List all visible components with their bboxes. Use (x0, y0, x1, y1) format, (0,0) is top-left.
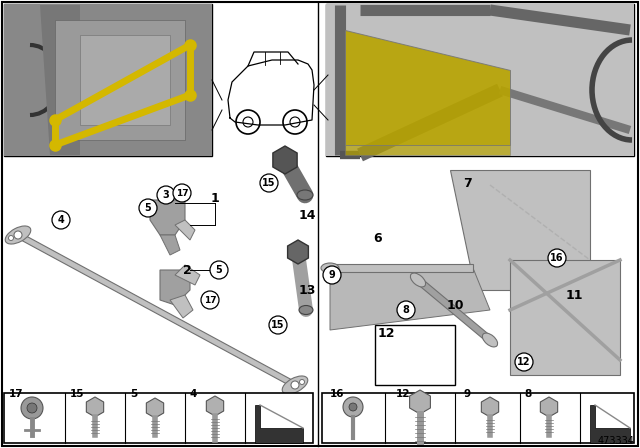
Circle shape (397, 301, 415, 319)
Text: 11: 11 (565, 289, 583, 302)
Text: 13: 13 (298, 284, 316, 297)
Ellipse shape (321, 263, 339, 273)
Polygon shape (345, 145, 510, 155)
Bar (322, 393, 634, 443)
Text: 17: 17 (9, 389, 24, 399)
FancyArrow shape (328, 264, 473, 272)
Text: 12: 12 (377, 327, 395, 340)
Ellipse shape (483, 333, 498, 347)
Polygon shape (160, 235, 180, 255)
Text: 10: 10 (446, 298, 464, 311)
Text: 7: 7 (463, 177, 472, 190)
Circle shape (269, 316, 287, 334)
Text: 2: 2 (182, 263, 191, 276)
Bar (326, 4, 634, 156)
Circle shape (52, 211, 70, 229)
Bar (4, 393, 313, 443)
Ellipse shape (410, 273, 426, 287)
Text: 473334: 473334 (597, 436, 634, 446)
Circle shape (343, 397, 363, 417)
Text: 12: 12 (517, 357, 531, 367)
Circle shape (8, 236, 13, 241)
Polygon shape (590, 405, 630, 443)
Bar (80, 35, 170, 125)
Text: 15: 15 (271, 320, 285, 330)
Bar (55, 20, 185, 140)
Text: 5: 5 (216, 265, 222, 275)
Ellipse shape (297, 190, 313, 200)
Text: 14: 14 (298, 208, 316, 221)
Text: 15: 15 (70, 389, 84, 399)
Polygon shape (40, 5, 80, 155)
Ellipse shape (282, 376, 308, 394)
Polygon shape (255, 405, 303, 443)
Circle shape (300, 379, 305, 384)
Polygon shape (450, 170, 590, 290)
Polygon shape (175, 220, 195, 240)
Text: 17: 17 (176, 189, 188, 198)
Text: 3: 3 (163, 190, 170, 200)
Ellipse shape (299, 306, 313, 314)
Polygon shape (170, 295, 193, 318)
Circle shape (515, 353, 533, 371)
Circle shape (201, 291, 219, 309)
Circle shape (173, 184, 191, 202)
Bar (326, 4, 634, 156)
Bar (4, 4, 212, 156)
Circle shape (139, 199, 157, 217)
Circle shape (27, 403, 37, 413)
Text: 4: 4 (58, 215, 65, 225)
Circle shape (323, 266, 341, 284)
Circle shape (157, 186, 175, 204)
Polygon shape (510, 260, 620, 375)
Bar (4, 4, 212, 156)
Text: 17: 17 (204, 296, 216, 305)
Text: 16: 16 (550, 253, 564, 263)
Text: 6: 6 (374, 232, 382, 245)
Polygon shape (330, 268, 490, 330)
Polygon shape (175, 265, 200, 285)
Text: 5: 5 (130, 389, 137, 399)
Circle shape (14, 231, 22, 239)
Polygon shape (160, 270, 190, 305)
Circle shape (349, 403, 357, 411)
Text: 15: 15 (262, 178, 276, 188)
Polygon shape (345, 30, 510, 145)
Bar (375, 325, 455, 385)
Text: 1: 1 (211, 191, 220, 204)
Text: 8: 8 (524, 389, 531, 399)
Circle shape (548, 249, 566, 267)
Circle shape (260, 174, 278, 192)
Text: 9: 9 (328, 270, 335, 280)
FancyArrow shape (416, 277, 492, 343)
Text: 9: 9 (464, 389, 471, 399)
Polygon shape (150, 200, 185, 235)
Text: 4: 4 (190, 389, 197, 399)
Text: 8: 8 (403, 305, 410, 315)
Ellipse shape (5, 226, 31, 244)
Text: 5: 5 (145, 203, 152, 213)
Circle shape (210, 261, 228, 279)
FancyArrow shape (17, 233, 296, 388)
Circle shape (21, 397, 43, 419)
Circle shape (291, 381, 299, 389)
Text: 12: 12 (396, 389, 410, 399)
Text: 16: 16 (330, 389, 344, 399)
